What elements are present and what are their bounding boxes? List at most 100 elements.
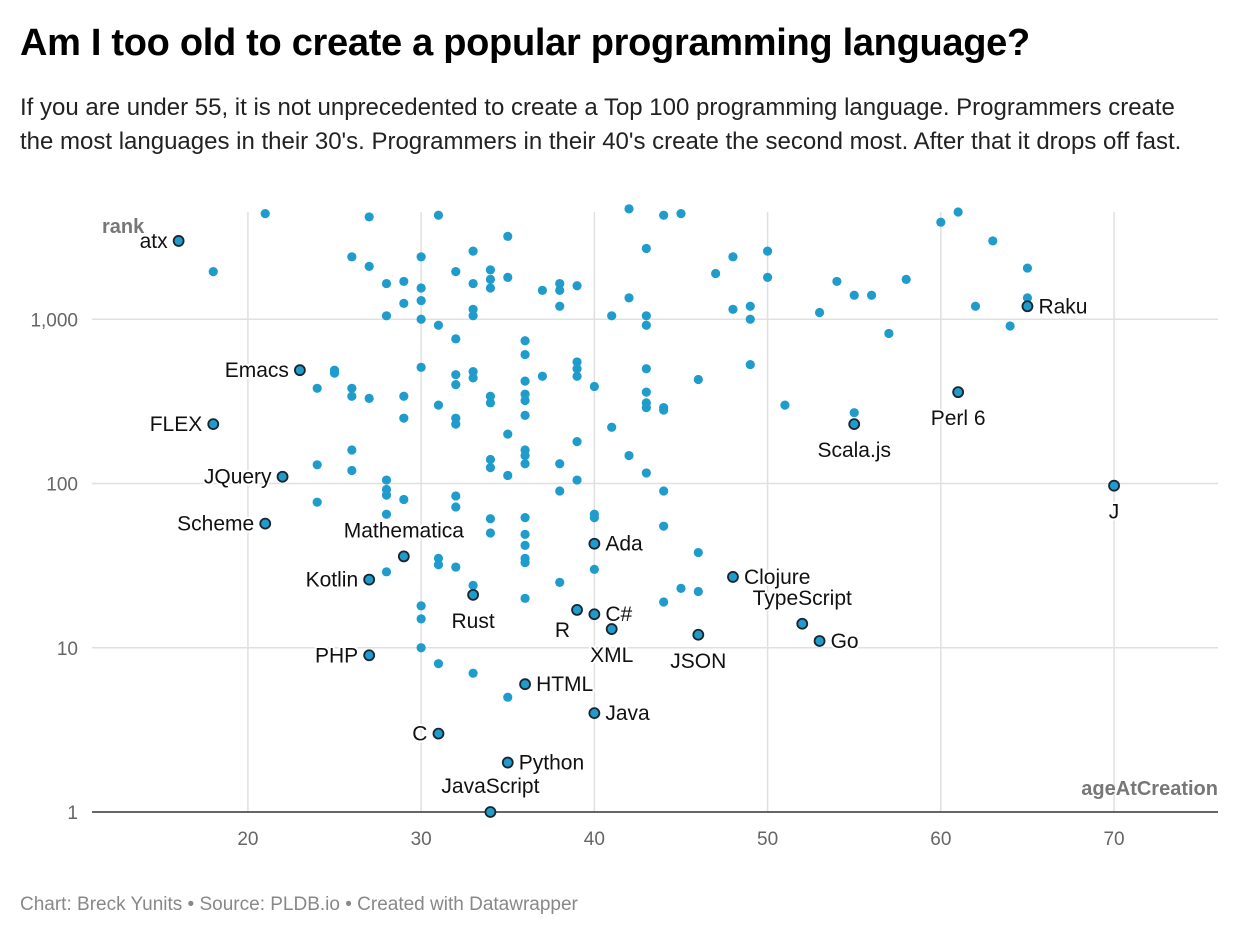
data-point: [503, 470, 513, 481]
highlighted-point: [605, 623, 618, 635]
data-point: [416, 252, 426, 262]
point-label: HTML: [536, 673, 593, 696]
data-point: [347, 391, 357, 401]
highlighted-point: [1021, 300, 1034, 313]
data-point: [555, 285, 565, 295]
point-label: Scheme: [177, 513, 254, 536]
data-point: [520, 459, 530, 469]
data-point: [416, 614, 426, 624]
data-point: [312, 497, 322, 507]
data-point: [832, 276, 842, 287]
data-point: [347, 445, 357, 455]
data-point: [641, 387, 651, 397]
data-point: [641, 243, 651, 254]
data-point: [693, 547, 703, 558]
data-point: [485, 528, 496, 538]
data-point: [347, 252, 357, 262]
point-label: Clojure: [744, 566, 811, 589]
data-point: [381, 475, 392, 485]
highlighted-point: [363, 649, 376, 662]
highlighted-point: [259, 517, 272, 530]
data-point: [381, 490, 392, 500]
data-point: [485, 398, 496, 408]
highlighted-point: [692, 628, 705, 641]
point-label: atx: [140, 230, 169, 253]
data-point: [728, 304, 738, 314]
data-point: [520, 450, 530, 461]
data-point: [607, 422, 617, 432]
point-label: JavaScript: [441, 775, 539, 798]
data-point: [364, 393, 374, 403]
point-label: Raku: [1038, 295, 1087, 318]
data-point: [953, 207, 963, 217]
data-point: [451, 334, 461, 344]
data-point: [399, 494, 409, 505]
data-point: [520, 540, 530, 550]
data-point: [520, 376, 530, 386]
data-point: [659, 405, 669, 415]
data-point: [572, 281, 582, 291]
data-point: [416, 601, 426, 611]
data-point: [381, 278, 392, 289]
scatter-chart: 20 30 40 50 60 70 1 10 100 1,000 rank ageAtCreat…: [30, 204, 1218, 850]
point-label: TypeScript: [753, 587, 852, 610]
data-point: [451, 380, 461, 390]
data-point: [520, 558, 530, 568]
point-label: Go: [831, 630, 859, 653]
data-point: [433, 400, 444, 410]
data-point: [849, 408, 859, 418]
point-label: JQuery: [204, 466, 272, 489]
highlighted-point: [952, 386, 965, 399]
data-point: [555, 278, 565, 289]
point-label: Java: [605, 702, 650, 725]
y-tick-label: 10: [57, 639, 78, 660]
data-point: [676, 209, 686, 219]
data-point: [988, 236, 998, 246]
highlighted-point: [588, 537, 601, 550]
data-point: [520, 336, 530, 346]
data-point: [814, 307, 825, 318]
data-point: [659, 486, 669, 496]
data-point: [607, 311, 617, 321]
chart-subtitle: If you are under 55, it is not unprecede…: [20, 94, 1182, 155]
chart-title: Am I too old to create a popular program…: [20, 22, 1030, 64]
x-axis-label: ageAtCreation: [1081, 778, 1218, 800]
data-point: [745, 359, 755, 370]
point-label: Emacs: [225, 359, 289, 382]
highlighted-point: [796, 617, 809, 630]
data-point: [641, 311, 651, 321]
data-point: [399, 391, 409, 401]
highlighted-point: [588, 707, 601, 720]
highlighted-point: [501, 756, 514, 769]
data-point: [364, 261, 374, 271]
data-point: [485, 265, 496, 275]
point-label: Kotlin: [306, 569, 359, 592]
data-point: [520, 349, 530, 360]
data-point: [312, 460, 322, 470]
data-point: [451, 491, 461, 501]
point-label: C: [412, 723, 427, 746]
data-point: [364, 212, 374, 222]
chart-footer: Chart: Breck Yunits • Source: PLDB.io • …: [20, 894, 578, 915]
point-label: Python: [519, 752, 584, 775]
data-point: [433, 560, 444, 570]
data-point: [416, 283, 426, 293]
data-point: [416, 295, 426, 306]
data-point: [659, 210, 669, 220]
data-point: [468, 246, 478, 256]
data-point: [624, 204, 634, 214]
x-tick-label: 40: [584, 829, 605, 850]
data-point: [520, 389, 530, 399]
data-point: [451, 562, 461, 572]
highlighted-point: [848, 418, 861, 431]
grid-lines: [92, 212, 1218, 813]
data-point: [728, 252, 738, 262]
data-point: [555, 486, 565, 496]
data-point: [520, 395, 530, 406]
x-tick-label: 50: [757, 829, 778, 850]
data-point: [503, 692, 513, 702]
data-point: [433, 553, 444, 564]
data-point: [866, 290, 877, 300]
data-point: [433, 210, 444, 220]
data-point: [416, 643, 426, 653]
